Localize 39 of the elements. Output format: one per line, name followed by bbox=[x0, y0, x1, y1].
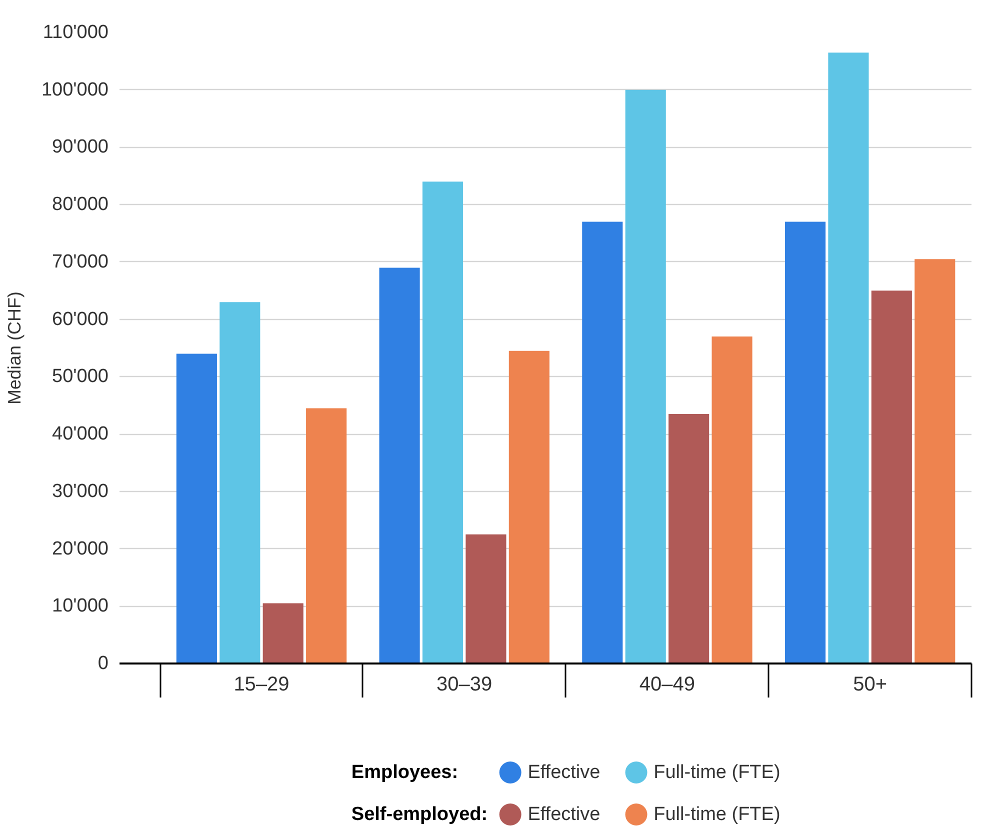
y-tick-label: 100'000 bbox=[41, 79, 108, 100]
bar bbox=[220, 302, 260, 664]
y-axis-title: Median (CHF) bbox=[4, 291, 24, 405]
x-tick-label: 15–29 bbox=[234, 674, 290, 696]
bar bbox=[508, 350, 550, 664]
legend-label: Effective bbox=[528, 804, 600, 825]
y-tick-label: 50'000 bbox=[52, 366, 109, 388]
bar bbox=[828, 52, 869, 664]
legend-label: Full-time (FTE) bbox=[654, 762, 780, 783]
text: Self-employed: bbox=[351, 804, 488, 825]
bar bbox=[784, 222, 826, 664]
y-tick-label: 80'000 bbox=[52, 194, 109, 216]
legend-label: Effective bbox=[528, 762, 600, 783]
y-tick-label: 10'000 bbox=[52, 596, 109, 617]
bar bbox=[466, 534, 506, 664]
x-tick-label: 40–49 bbox=[639, 674, 696, 696]
y-tick-label: 20'000 bbox=[52, 538, 109, 560]
bar bbox=[582, 222, 623, 664]
legend-label: Full-time (FTE) bbox=[654, 804, 780, 825]
bar bbox=[262, 603, 304, 664]
y-tick-label: 60'000 bbox=[52, 308, 109, 330]
y-tick-label: 40'000 bbox=[52, 424, 109, 445]
bar bbox=[914, 259, 956, 664]
y-tick-label: 90'000 bbox=[52, 136, 109, 158]
bar bbox=[625, 90, 666, 664]
y-tick-label: 0 bbox=[98, 653, 109, 674]
bar bbox=[422, 182, 464, 664]
x-tick-label: 50+ bbox=[853, 674, 888, 696]
bar bbox=[712, 336, 752, 664]
text: Employees: bbox=[351, 762, 458, 783]
bar bbox=[668, 414, 710, 664]
x-tick-label: 30–39 bbox=[436, 674, 492, 696]
bar bbox=[176, 354, 217, 664]
bar bbox=[306, 408, 347, 664]
y-tick-label: 70'000 bbox=[52, 251, 109, 272]
y-tick-label: 30'000 bbox=[52, 480, 109, 502]
y-tick-label: 110'000 bbox=[42, 22, 109, 43]
bar bbox=[379, 268, 420, 664]
bar bbox=[871, 290, 912, 664]
